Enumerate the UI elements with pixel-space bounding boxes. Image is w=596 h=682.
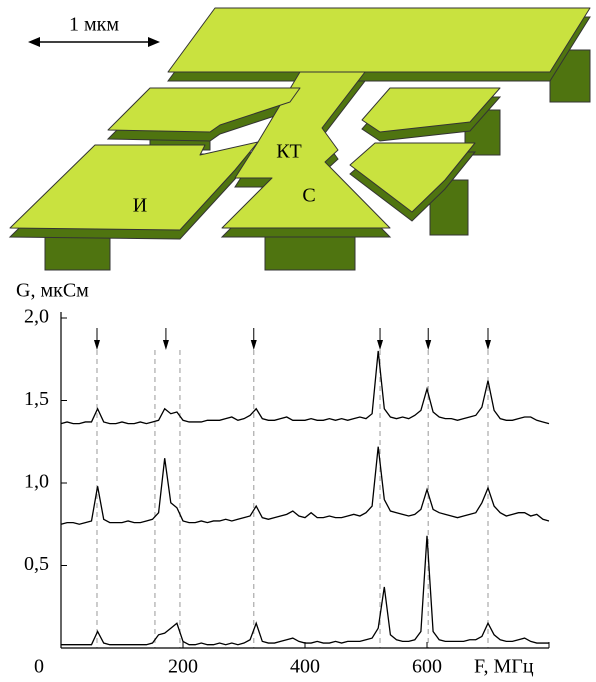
marker-arrow-head <box>251 340 257 350</box>
diagram-label: И <box>133 195 147 217</box>
marker-arrow-head <box>163 340 169 350</box>
trace <box>61 351 549 424</box>
trace <box>61 536 549 645</box>
scale-label: 1 мкм <box>69 14 119 36</box>
x-axis-label: F, МГц <box>474 656 534 678</box>
y-tick-label: 0,5 <box>24 553 49 575</box>
trace <box>61 447 549 525</box>
diagram-label: КТ <box>276 141 302 163</box>
y-tick-label: 0 <box>34 656 44 678</box>
marker-arrow-head <box>425 340 431 350</box>
arrowhead <box>148 37 160 47</box>
y-tick-label: 1,5 <box>24 388 49 410</box>
chart: G, мкСм F, МГц <box>16 280 534 678</box>
y-axis-label: G, мкСм <box>16 280 89 302</box>
pad <box>168 8 590 72</box>
device-diagram: 1 мкм КТ И С <box>10 8 590 270</box>
x-tick-label: 400 <box>290 656 320 678</box>
figure: 1 мкм КТ И С G, мкСм F, МГц 0 0,5 1,0 1,5 2,… <box>0 0 596 682</box>
pad <box>10 142 258 230</box>
marker-arrow-head <box>377 340 383 350</box>
y-tick-label: 2,0 <box>24 306 49 328</box>
marker-arrow-head <box>94 340 100 350</box>
arrowhead <box>28 37 40 47</box>
y-tick-label: 1,0 <box>24 471 49 493</box>
marker-arrow-head <box>485 340 491 350</box>
x-tick-label: 600 <box>412 656 442 678</box>
diagram-label: С <box>302 185 315 207</box>
x-tick-label: 200 <box>168 656 198 678</box>
